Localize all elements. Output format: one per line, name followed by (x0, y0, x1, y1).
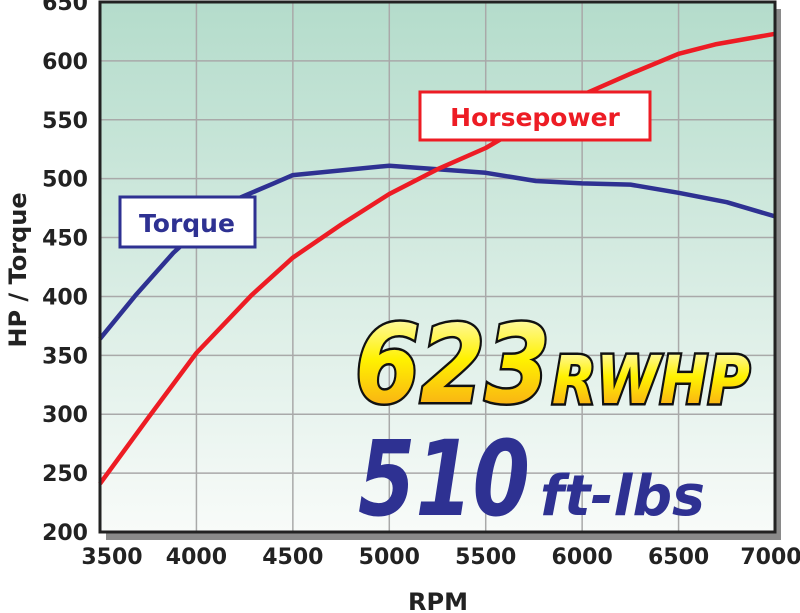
y-tick-label: 400 (42, 285, 88, 310)
hp-value: 623 (355, 303, 550, 428)
y-tick-label: 200 (42, 521, 88, 546)
legend-torque-label: Torque (139, 209, 235, 238)
hp-unit: RWHP (552, 342, 750, 419)
x-axis-label: RPM (408, 588, 468, 613)
torque-callout: 510 ft-lbs (358, 418, 705, 540)
x-tick-label: 6000 (552, 545, 613, 570)
tq-unit: ft-lbs (540, 464, 705, 529)
series-line-horsepower (98, 31, 776, 486)
y-tick-label: 250 (42, 462, 88, 487)
x-tick-label: 4500 (262, 545, 323, 570)
legend-horsepower-label: Horsepower (450, 103, 620, 132)
y-tick-label: 650 (42, 0, 88, 16)
plot-area (100, 2, 775, 532)
x-tick-labels: 3500 4000 4500 5000 5500 6000 6500 7000 (81, 545, 800, 570)
legend-horsepower: Horsepower (418, 90, 652, 142)
y-axis-label: HP / Torque (4, 192, 32, 347)
x-tick-label: 6500 (648, 545, 709, 570)
y-tick-label: 600 (42, 50, 88, 75)
y-tick-label: 350 (42, 344, 88, 369)
y-tick-label: 300 (42, 403, 88, 428)
x-tick-label: 3500 (81, 545, 142, 570)
y-tick-label: 450 (42, 227, 88, 252)
tq-value: 510 (358, 418, 530, 540)
x-tick-label: 5000 (359, 545, 420, 570)
x-tick-label: 4000 (166, 545, 227, 570)
y-tick-label: 500 (42, 168, 88, 193)
legend-torque: Torque (118, 195, 257, 249)
x-tick-label: 7000 (740, 545, 800, 570)
y-tick-label: 550 (42, 109, 88, 134)
hp-callout: 623 RWHP (353, 301, 753, 431)
x-tick-label: 5500 (455, 545, 516, 570)
plot-border (98, 0, 777, 534)
y-tick-labels: 200 250 300 350 400 450 500 550 600 650 (42, 0, 88, 546)
